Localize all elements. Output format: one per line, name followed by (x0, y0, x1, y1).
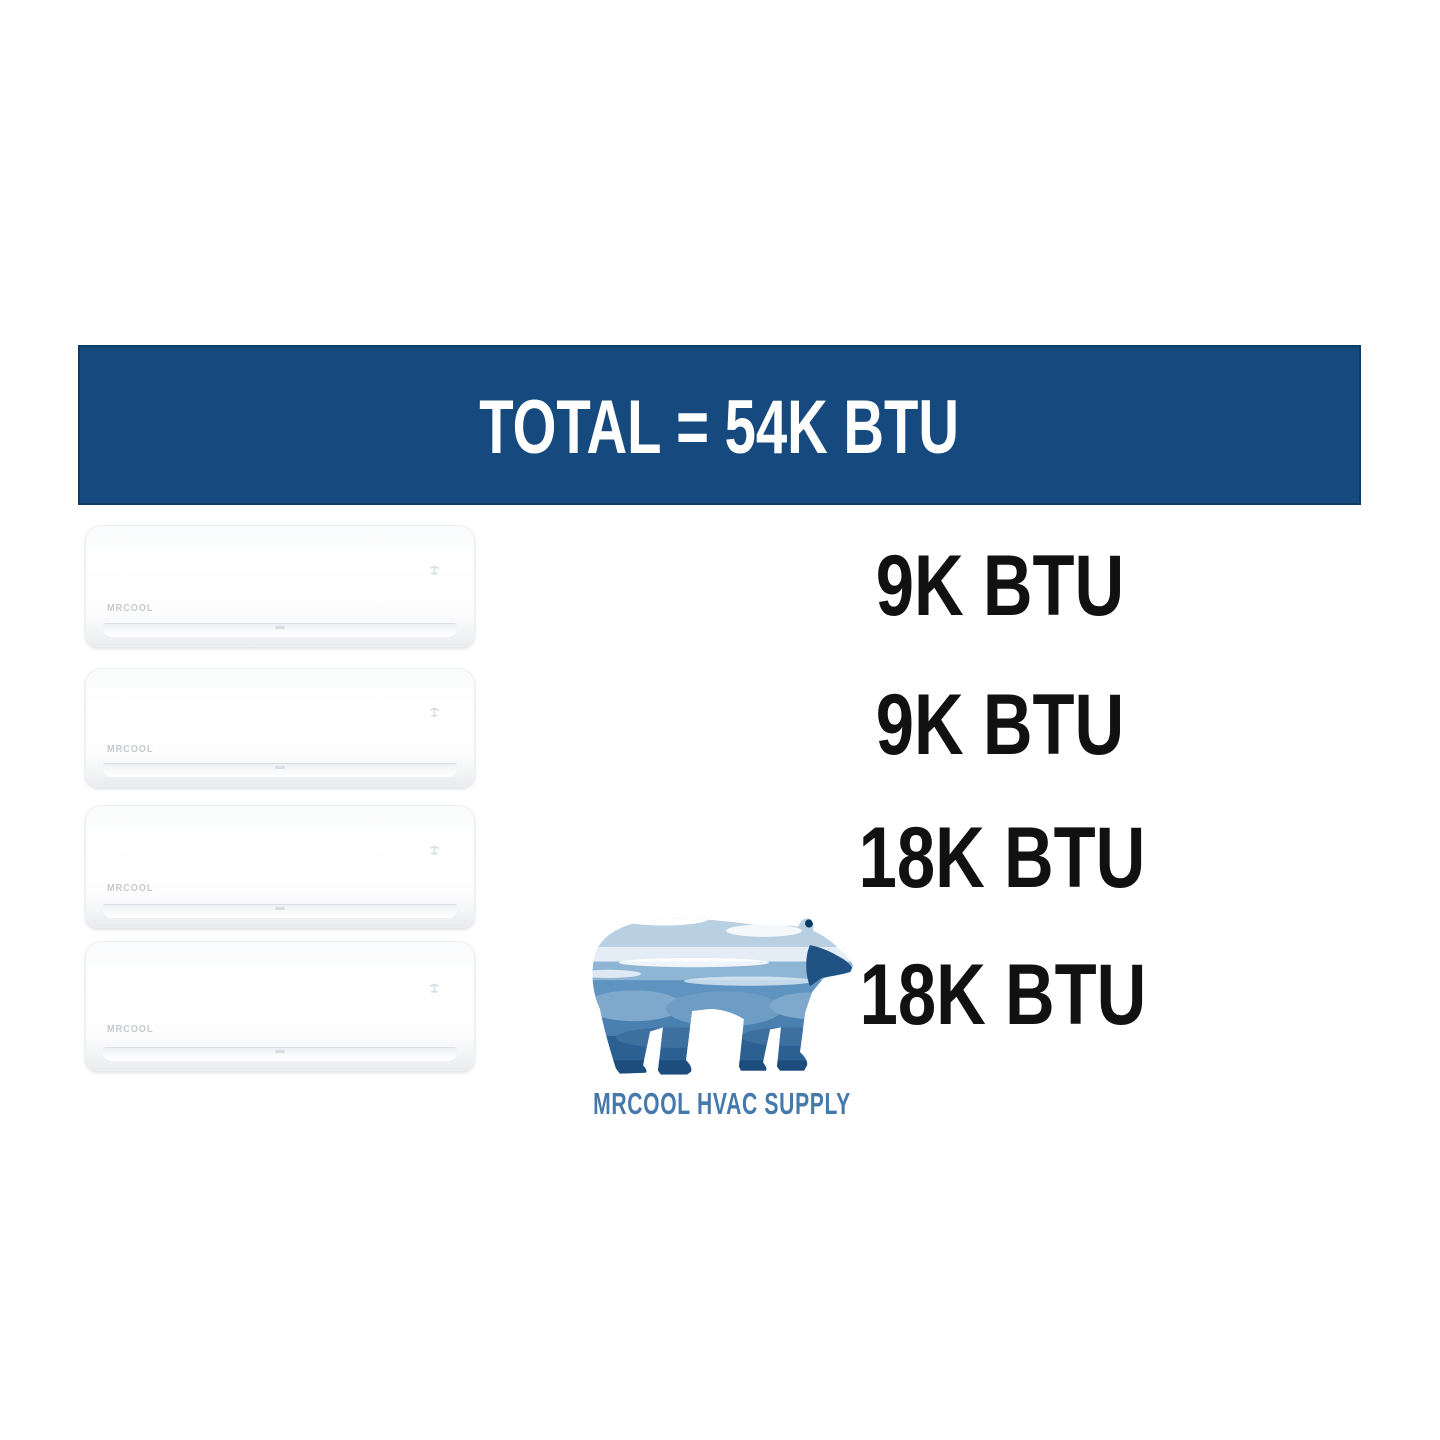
btu-label-3: 18K BTU (858, 810, 1146, 906)
ac-unit-4: MRCOOL (85, 941, 475, 1071)
unit-air-vent (103, 763, 457, 777)
btu-label-1: 9K BTU (875, 538, 1125, 634)
ac-unit-2: MRCOOL (85, 668, 475, 787)
ac-unit-1: MRCOOL (85, 525, 475, 647)
total-btu-title: TOTAL = 54K BTU (479, 385, 960, 470)
bear-logo-icon (592, 918, 854, 1075)
unit-air-vent (103, 1047, 457, 1061)
unit-display-icon (429, 983, 440, 994)
total-btu-banner: TOTAL = 54K BTU (78, 345, 1361, 505)
btu-label-2: 9K BTU (875, 677, 1125, 773)
unit-display-icon (429, 565, 440, 575)
unit-display-icon (429, 845, 440, 856)
unit-brand-logo: MRCOOL (107, 883, 154, 895)
ac-unit-3: MRCOOL (85, 805, 475, 928)
logo-caption: MRCOOL HVAC SUPPLY (593, 1086, 851, 1121)
btu-label-4: 18K BTU (859, 947, 1147, 1043)
unit-air-vent (103, 623, 457, 637)
unit-air-vent (103, 904, 457, 918)
unit-display-icon (429, 707, 440, 717)
unit-brand-logo: MRCOOL (107, 1023, 154, 1035)
unit-brand-logo: MRCOOL (107, 743, 154, 755)
unit-brand-logo: MRCOOL (107, 602, 154, 614)
